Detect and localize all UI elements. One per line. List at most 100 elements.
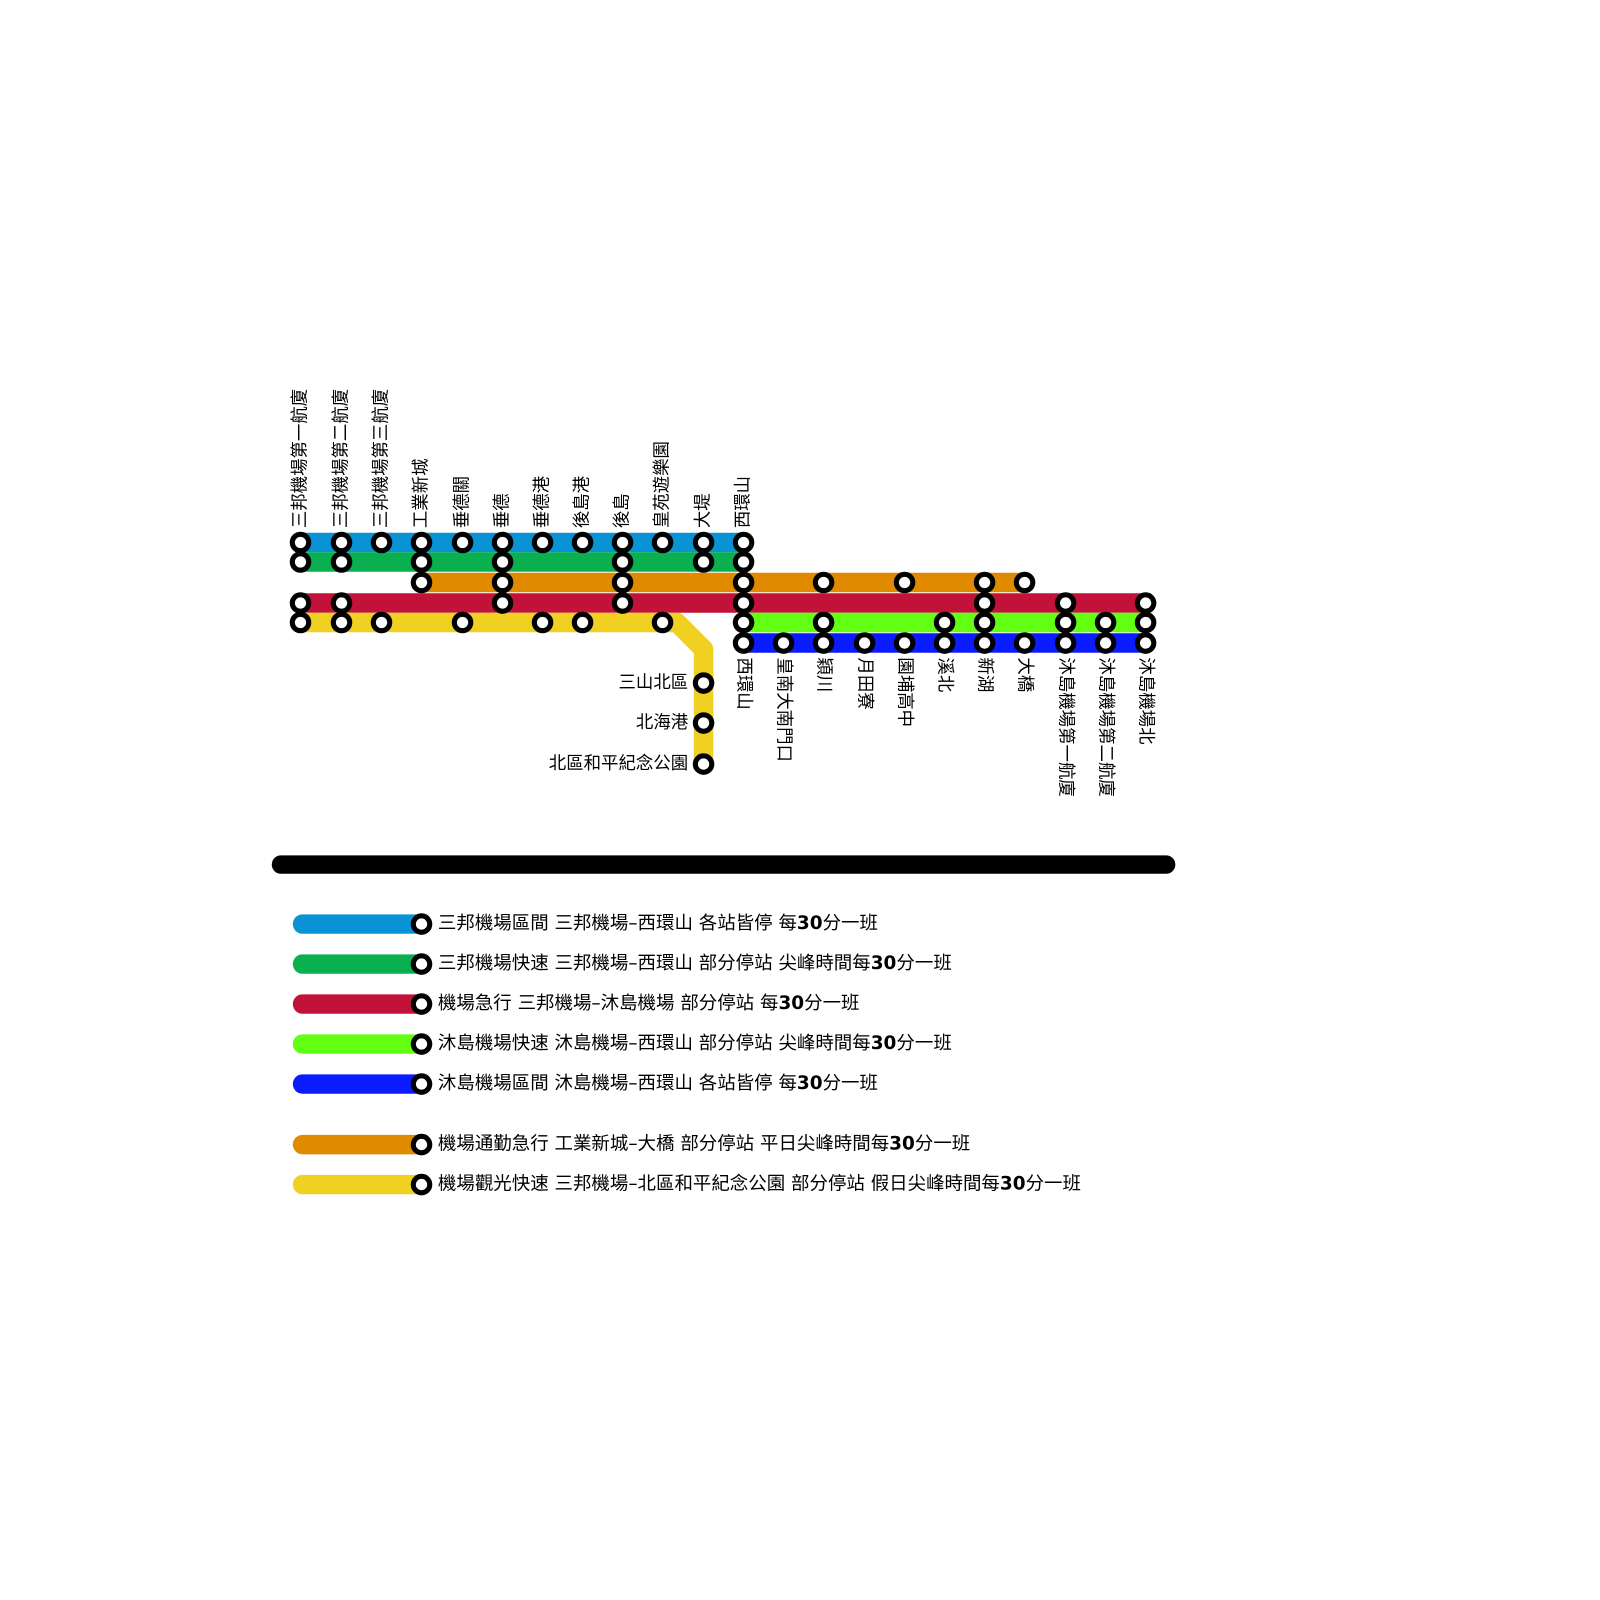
legend-text-part: 30	[797, 913, 823, 934]
station-marker	[491, 551, 514, 573]
station-label: 新湖	[975, 657, 995, 692]
legend-text: 三邦機場快速 三邦機場–西環山 部分停站 尖峰時間每30分一班	[438, 953, 952, 974]
station-marker	[732, 632, 755, 654]
station-marker	[812, 571, 835, 594]
station-marker	[1013, 632, 1036, 654]
station-label: 三邦機場第一航廈	[291, 389, 311, 528]
legend-text-part: 分一班	[915, 1134, 970, 1155]
station-marker	[732, 611, 755, 634]
station-marker	[812, 632, 835, 654]
legend-text-part: 機場觀光快速 三邦機場–北區和平紀念公園 部分停站 假日尖峰時間每	[438, 1173, 1000, 1195]
legend-text: 機場通勤急行 工業新城–大橋 部分停站 平日尖峰時間每30分一班	[438, 1134, 970, 1155]
station-marker	[611, 592, 634, 614]
station-label: 三山北區	[618, 673, 688, 693]
station-marker	[812, 611, 835, 634]
legend-text: 三邦機場區間 三邦機場–西環山 各站皆停 每30分一班	[438, 913, 878, 934]
station-marker	[491, 592, 514, 614]
station-marker	[692, 753, 715, 775]
station-marker	[732, 571, 755, 594]
station-label: 大橋	[1015, 657, 1035, 692]
station-marker	[451, 531, 474, 554]
station-label: 溪北	[935, 657, 955, 692]
station-marker	[1134, 632, 1157, 654]
legend-text-part: 30	[871, 1033, 897, 1054]
legend-text-part: 三邦機場快速 三邦機場–西環山 部分停站 尖峰時間每	[438, 953, 871, 974]
station-marker	[1094, 611, 1117, 634]
station-label: 沐島機場北	[1136, 657, 1156, 744]
station-marker	[651, 611, 674, 634]
legend-text: 沐島機場區間 沐島機場–西環山 各站皆停 每30分一班	[438, 1073, 878, 1094]
station-marker	[410, 1073, 433, 1095]
route-line	[300, 612, 714, 765]
station-label: 北區和平紀念公園	[549, 753, 688, 774]
station-label: 沐島機場第一航廈	[1056, 657, 1076, 796]
station-marker	[1054, 592, 1077, 614]
legend-text-part: 機場通勤急行 工業新城–大橋 部分停站 平日尖峰時間每	[438, 1134, 889, 1155]
station-label: 大堤	[694, 493, 714, 528]
station-label: 沐島機場第二航廈	[1096, 657, 1116, 796]
legend-text-part: 分一班	[804, 993, 859, 1014]
station-marker	[1134, 611, 1157, 634]
station-marker	[853, 632, 876, 654]
station-marker	[289, 611, 312, 634]
station-marker	[1054, 632, 1077, 654]
station-label: 三邦機場第三航廈	[372, 389, 392, 528]
station-label: 垂德關	[453, 476, 473, 528]
station-marker	[933, 611, 956, 634]
station-marker	[692, 531, 715, 554]
station-label: 西環山	[734, 476, 754, 528]
legend-text-part: 分一班	[823, 913, 878, 934]
station-marker	[1094, 632, 1117, 654]
station-marker	[330, 531, 353, 554]
divider	[271, 855, 1176, 874]
station-marker	[451, 611, 474, 634]
legend-text-part: 30	[1000, 1174, 1026, 1195]
legend-text-part: 30	[889, 1134, 915, 1155]
legend-text-part: 分一班	[896, 1033, 951, 1054]
station-label: 穎川	[814, 657, 834, 692]
station-marker	[732, 551, 755, 573]
station-marker	[893, 632, 916, 654]
legend-text-part: 30	[778, 993, 804, 1014]
station-label: 皇苑遊樂園	[653, 441, 673, 528]
legend-text-part: 沐島機場快速 沐島機場–西環山 部分停站 尖峰時間每	[438, 1033, 871, 1054]
station-label: 月田寮	[855, 657, 875, 709]
station-marker	[531, 531, 554, 554]
station-marker	[370, 531, 393, 554]
station-marker	[410, 993, 433, 1015]
station-marker	[410, 913, 433, 935]
legend-text: 沐島機場快速 沐島機場–西環山 部分停站 尖峰時間每30分一班	[438, 1033, 952, 1054]
station-marker	[732, 592, 755, 614]
legend-text-part: 三邦機場區間 三邦機場–西環山 各站皆停 每	[438, 913, 797, 934]
station-label: 西環山	[734, 657, 754, 709]
station-label: 三邦機場第二航廈	[332, 389, 352, 528]
station-marker	[973, 632, 996, 654]
station-marker	[571, 611, 594, 634]
station-marker	[289, 551, 312, 573]
station-marker	[732, 531, 755, 554]
map-group: 三邦機場第一航廈 三邦機場第二航廈 三邦機場第三航廈 工業新城 垂德關 垂德 垂德港 後島港後…	[271, 389, 1176, 1196]
station-label: 園埔高中	[895, 657, 915, 727]
station-label: 工業新城	[412, 458, 432, 528]
station-marker	[330, 611, 353, 634]
station-marker	[692, 551, 715, 573]
station-marker	[973, 592, 996, 614]
station-marker	[651, 531, 674, 554]
station-label: 北海港	[636, 713, 689, 733]
legend-text: 機場急行 三邦機場–沐島機場 部分停站 每30分一班	[438, 993, 860, 1014]
station-marker	[370, 611, 393, 634]
station-marker	[491, 531, 514, 554]
legend-text-part: 分一班	[1026, 1174, 1081, 1195]
legend-text-part: 分一班	[896, 953, 951, 974]
station-marker	[330, 592, 353, 614]
legend-text-part: 沐島機場區間 沐島機場–西環山 各站皆停 每	[438, 1073, 797, 1094]
station-marker	[611, 531, 634, 554]
legend-text-part: 分一班	[823, 1073, 878, 1094]
station-marker	[1134, 592, 1157, 614]
station-marker	[410, 551, 433, 573]
station-marker	[1054, 611, 1077, 634]
station-marker	[410, 1133, 433, 1156]
station-label: 垂德港	[533, 475, 553, 528]
station-marker	[410, 571, 433, 594]
